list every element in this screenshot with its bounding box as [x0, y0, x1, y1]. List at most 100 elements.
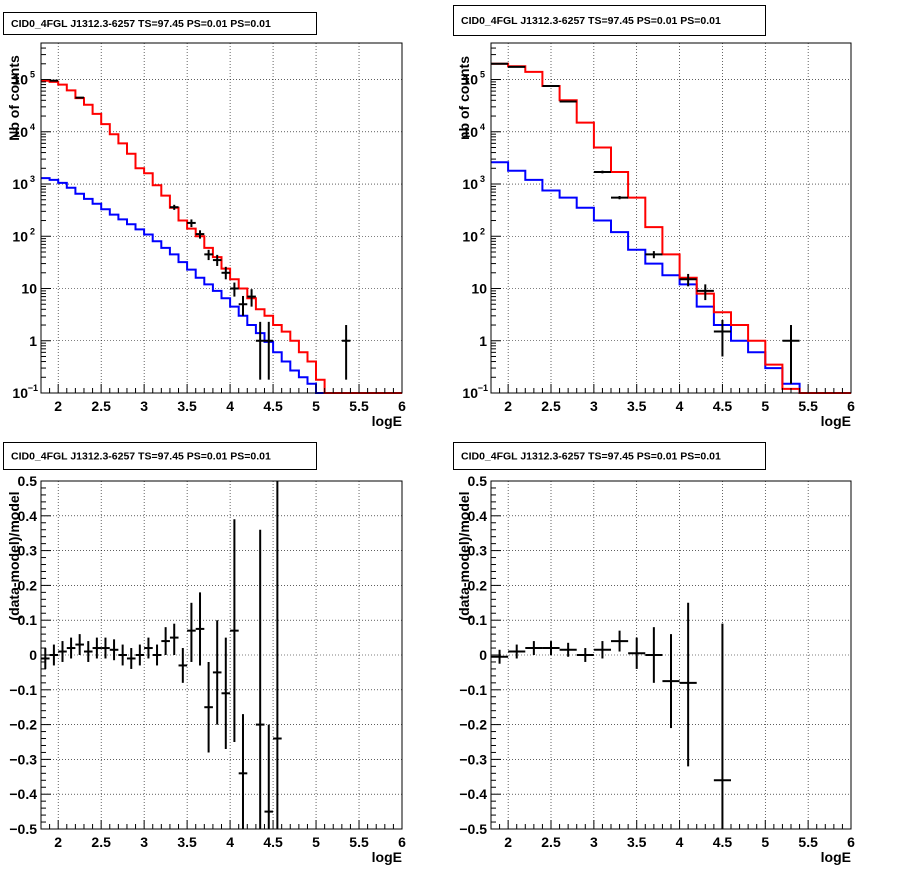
- x-tick-label: 3.5: [627, 398, 647, 414]
- y-tick-label: 0.4: [18, 508, 38, 524]
- data-point: [230, 282, 239, 297]
- data-point: [679, 273, 697, 287]
- x-tick-label: 6: [847, 398, 855, 414]
- y-tick-exponent: 2: [30, 226, 35, 236]
- y-tick-label: 0.1: [468, 612, 488, 628]
- gridlines: [491, 481, 851, 829]
- x-tick-label: 3: [590, 834, 598, 850]
- data-point: [212, 254, 222, 266]
- data-point: [75, 634, 84, 655]
- y-tick-label: 10: [21, 281, 37, 297]
- x-tick-label: 6: [398, 834, 406, 850]
- x-tick-label: 5.5: [798, 834, 818, 850]
- chart-title: CID0_4FGL J1312.3-6257 TS=97.45 PS=0.01 …: [11, 18, 271, 30]
- y-tick-label: −0.2: [9, 717, 37, 733]
- y-tick-label: 0: [479, 647, 487, 663]
- y-tick-label: 10: [12, 228, 28, 244]
- series-line-red: [491, 62, 851, 394]
- data-point: [525, 641, 543, 655]
- y-tick-label: 10: [462, 124, 478, 140]
- gridlines: [41, 481, 402, 829]
- data-point: [204, 249, 213, 261]
- data-point: [230, 519, 239, 742]
- data-point: [255, 529, 265, 829]
- y-tick-exponent: 5: [30, 70, 35, 80]
- y-tick-label: 1: [29, 333, 37, 349]
- data-point: [645, 627, 663, 683]
- y-tick-label: −0.4: [459, 786, 487, 802]
- title-box: [3, 442, 317, 470]
- data-point: [118, 644, 127, 666]
- data-point: [221, 266, 231, 280]
- data-point: [195, 592, 205, 666]
- chart-panel-1: CID0_4FGL J1312.3-6257 TS=97.45 PS=0.01 …: [3, 12, 406, 429]
- y-tick-label: −0.1: [9, 682, 37, 698]
- y-tick-label: 0.5: [468, 473, 488, 489]
- data-points: [41, 481, 282, 829]
- x-tick-label: 2.5: [91, 398, 111, 414]
- data-point: [83, 641, 93, 662]
- data-point: [611, 630, 629, 652]
- x-axis-label: logE: [821, 849, 851, 865]
- y-tick-label: 10: [462, 176, 478, 192]
- y-axis-label: (data-model)/model: [456, 491, 472, 620]
- data-point: [109, 639, 119, 661]
- y-tick-label: −0.2: [459, 717, 487, 733]
- data-point: [264, 724, 274, 829]
- x-tick-label: 2: [504, 398, 512, 414]
- y-tick-label: 0.4: [468, 508, 488, 524]
- y-axis: −0.5 −0.4 −0.3 −0.2 −0.1 0 0.1 0.2 0.3 0.4 0.5 (dat…: [456, 473, 501, 837]
- y-tick-label: 0: [29, 647, 37, 663]
- data-point: [645, 251, 663, 259]
- y-tick-label: −0.5: [459, 821, 487, 837]
- data-point: [247, 289, 256, 307]
- data-point: [238, 295, 248, 316]
- data-point: [126, 648, 136, 669]
- data-point: [221, 637, 231, 749]
- data-point: [204, 661, 213, 753]
- x-tick-label: 2.5: [91, 834, 111, 850]
- data-point: [273, 481, 282, 829]
- x-axis-label: logE: [372, 413, 402, 429]
- x-tick-label: 4: [676, 834, 684, 850]
- chart-title: CID0_4FGL J1312.3-6257 TS=97.45 PS=0.01 …: [11, 451, 271, 463]
- y-tick-label: 0.1: [18, 612, 38, 628]
- x-tick-label: 5.5: [349, 834, 369, 850]
- chart-title: CID0_4FGL J1312.3-6257 TS=97.45 PS=0.01 …: [461, 451, 721, 463]
- y-tick-label: 0.3: [18, 543, 38, 559]
- x-tick-label: 4.5: [713, 834, 733, 850]
- data-point: [58, 641, 67, 662]
- y-tick-label: −0.1: [459, 682, 487, 698]
- data-point: [195, 230, 205, 239]
- data-point: [41, 648, 50, 669]
- chart-panel-3: CID0_4FGL J1312.3-6257 TS=97.45 PS=0.01 …: [3, 442, 406, 865]
- x-tick-label: 3.5: [627, 834, 647, 850]
- x-tick-label: 6: [847, 834, 855, 850]
- x-axis-label: logE: [821, 413, 851, 429]
- data-point: [75, 96, 84, 99]
- chart-panel-4: CID0_4FGL J1312.3-6257 TS=97.45 PS=0.01 …: [453, 442, 855, 865]
- title-box: [3, 12, 317, 35]
- data-point: [264, 321, 274, 380]
- y-tick-label: −0.3: [9, 751, 37, 767]
- x-tick-label: 4.5: [713, 398, 733, 414]
- data-point: [255, 321, 265, 380]
- y-axis-label: Nb of counts: [6, 55, 22, 141]
- x-tick-label: 2.5: [541, 398, 561, 414]
- data-point: [152, 644, 162, 666]
- title-box: [453, 442, 766, 470]
- y-tick-label: 0.5: [18, 473, 38, 489]
- x-tick-label: 4: [676, 398, 684, 414]
- y-tick-label: 10: [12, 124, 28, 140]
- data-point: [542, 641, 560, 655]
- y-tick-exponent: 5: [480, 70, 485, 80]
- y-tick-exponent: 4: [30, 122, 35, 132]
- series-line-red: [41, 79, 402, 394]
- y-tick-exponent: −1: [478, 383, 488, 393]
- data-point: [101, 637, 110, 659]
- series-line-blue: [491, 161, 851, 394]
